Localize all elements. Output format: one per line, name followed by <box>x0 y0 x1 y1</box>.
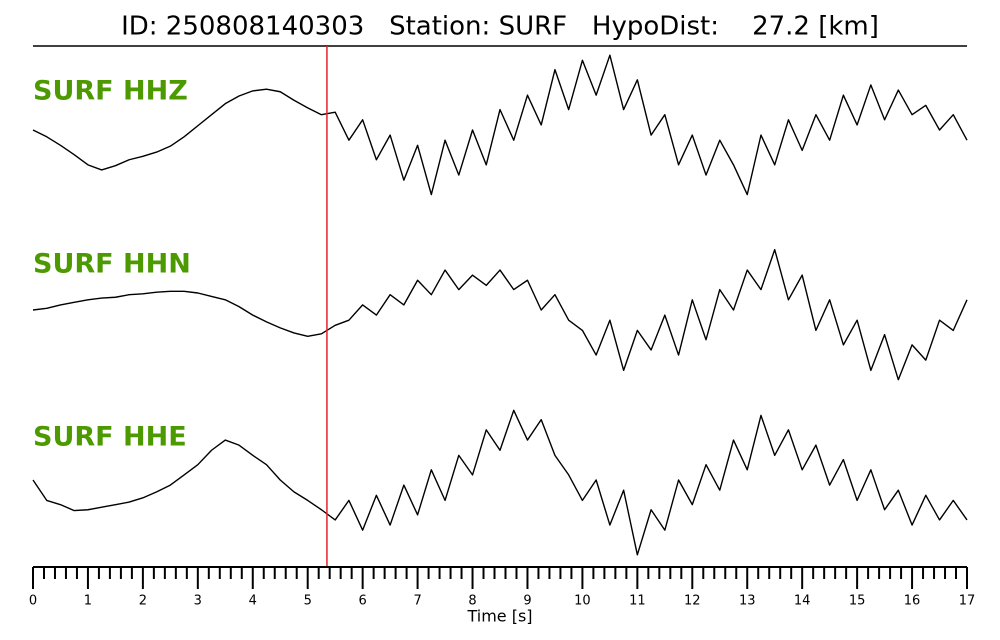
x-axis-label: Time [s] <box>466 607 532 626</box>
x-tick-label: 13 <box>739 594 756 609</box>
x-tick-label: 9 <box>523 594 531 609</box>
x-tick-label: 8 <box>468 594 476 609</box>
x-tick-label: 4 <box>249 594 257 609</box>
trace <box>32 409 968 556</box>
x-tick-label: 2 <box>139 594 147 609</box>
trace-label: SURF HHN <box>33 249 191 280</box>
chart-title: ID: 250808140303 Station: SURF HypoDist:… <box>121 12 879 42</box>
x-tick-label: 1 <box>84 594 92 609</box>
x-tick-label: 7 <box>413 594 421 609</box>
x-tick-label: 11 <box>629 594 646 609</box>
trace <box>32 54 968 196</box>
trace-label: SURF HHZ <box>33 76 188 107</box>
x-tick-label: 15 <box>849 594 866 609</box>
x-tick-label: 14 <box>794 594 811 609</box>
x-tick-label: 5 <box>304 594 312 609</box>
x-tick-label: 10 <box>574 594 591 609</box>
x-tick-label: 17 <box>959 594 976 609</box>
trace-label: SURF HHE <box>33 422 187 453</box>
x-tick-label: 16 <box>904 594 921 609</box>
x-tick-label: 3 <box>194 594 202 609</box>
x-tick-label: 12 <box>684 594 701 609</box>
x-tick-label: 0 <box>29 594 37 609</box>
trace <box>32 248 968 381</box>
x-tick-label: 6 <box>359 594 367 609</box>
